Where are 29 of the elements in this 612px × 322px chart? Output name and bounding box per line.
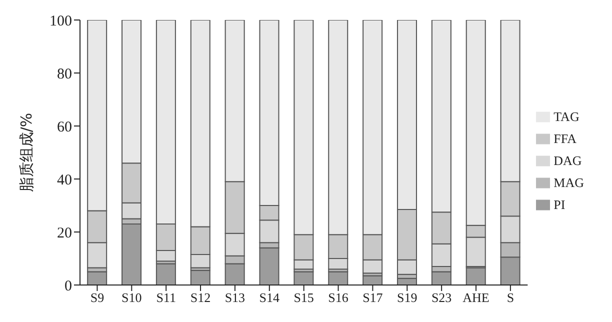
x-tick-label: S15 <box>294 290 314 306</box>
y-tick-label: 60 <box>57 119 72 136</box>
y-tick-label: 100 <box>50 13 72 30</box>
bar <box>156 263 176 285</box>
x-tick-label: S12 <box>190 290 211 306</box>
legend-label: DAG <box>554 153 582 168</box>
x-tick-label: S19 <box>397 290 418 306</box>
x-tick-label: S14 <box>259 290 280 306</box>
bar <box>190 270 210 285</box>
x-tick-label: S9 <box>90 290 104 306</box>
y-axis-title: 脂质组成/% <box>17 112 36 192</box>
bar <box>122 224 142 285</box>
x-tick-label: S16 <box>328 290 349 306</box>
legend-label: TAG <box>554 109 580 124</box>
x-tick-label: S17 <box>362 290 384 306</box>
x-tick-label: S13 <box>224 290 246 306</box>
x-tick-label: S10 <box>122 290 142 306</box>
bar <box>259 247 280 285</box>
x-tick-label: S <box>506 290 514 306</box>
y-tick-label: 80 <box>57 66 72 82</box>
legend-label: FFA <box>554 131 577 146</box>
legend-label: MAG <box>554 175 584 190</box>
y-tick-label: 40 <box>57 172 72 188</box>
y-tick-label: 20 <box>57 225 72 242</box>
legend-label: PI <box>554 197 566 212</box>
x-tick-label: S11 <box>156 290 176 306</box>
x-tick-label: S23 <box>431 290 452 306</box>
x-tick-label: AHE <box>462 290 490 306</box>
y-tick-label: 0 <box>64 278 72 294</box>
